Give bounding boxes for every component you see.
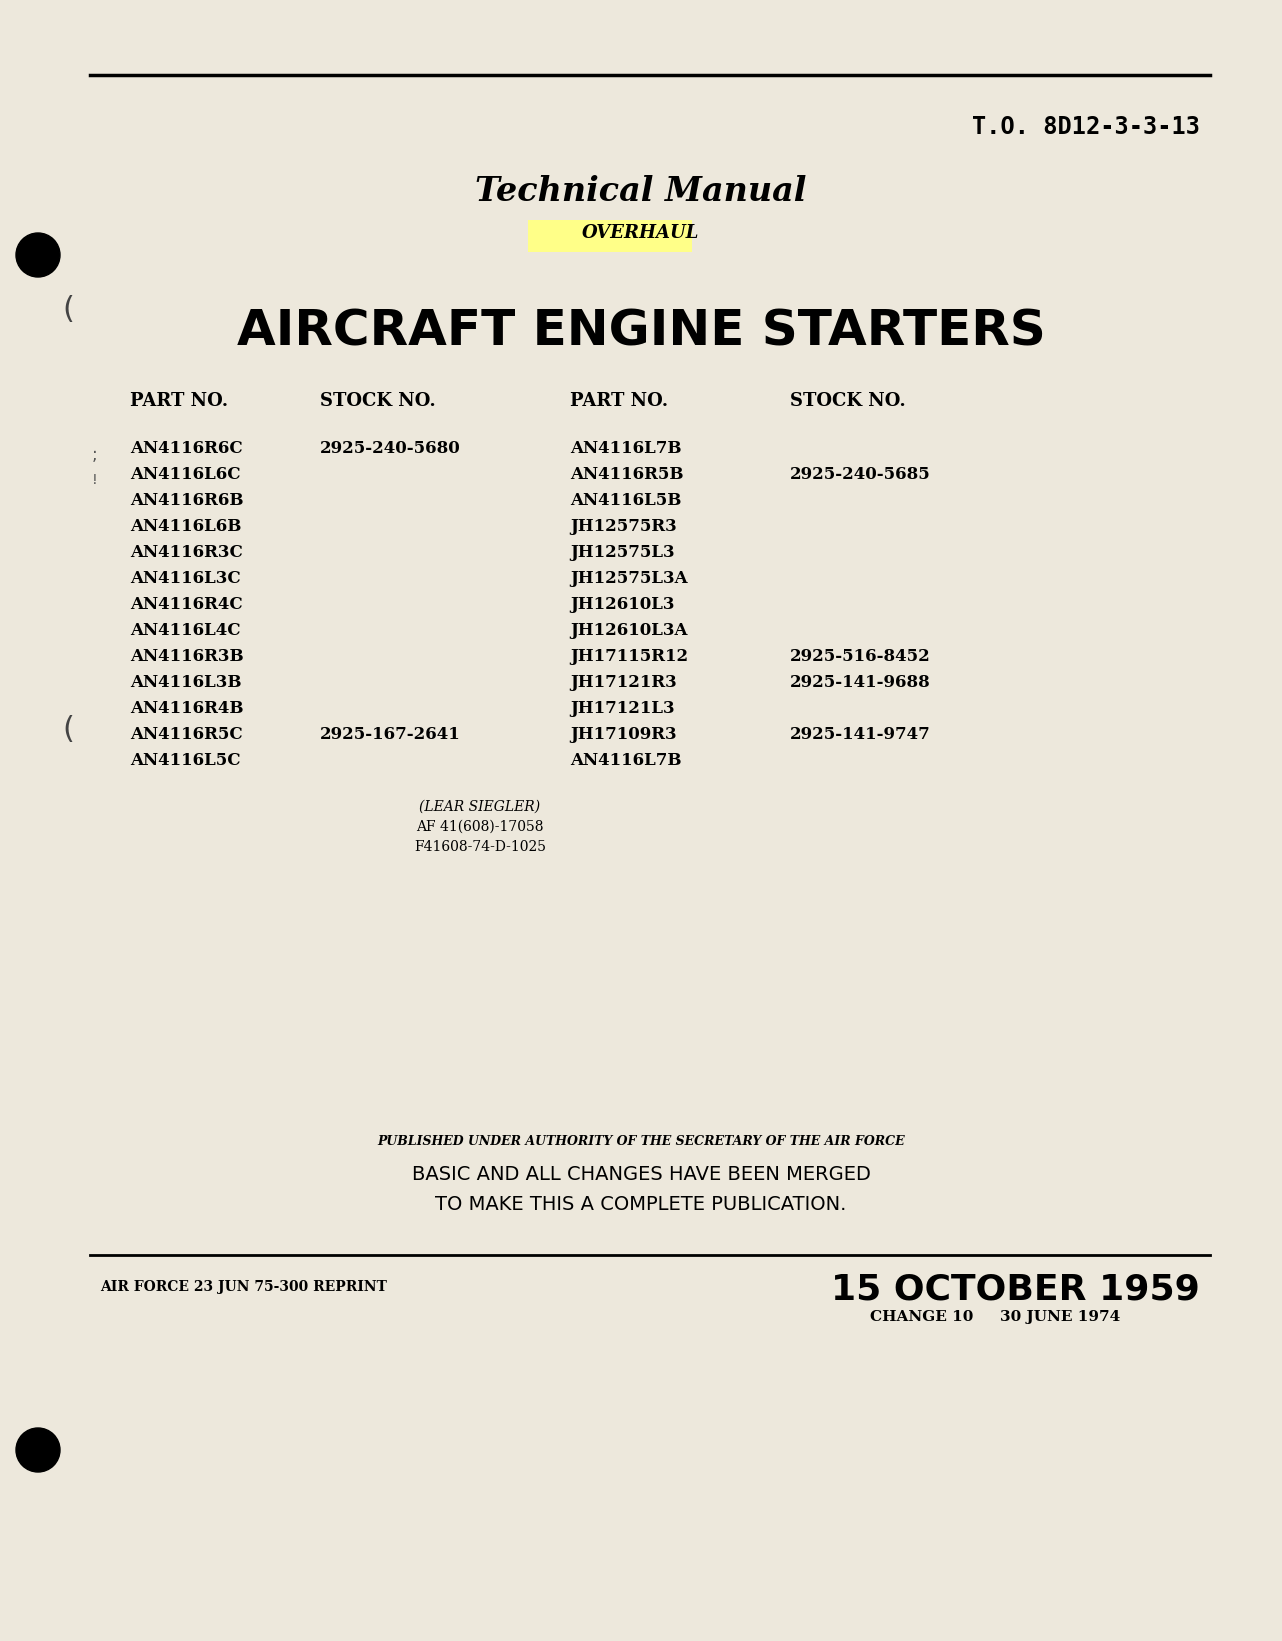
- Text: AN4116L7B: AN4116L7B: [570, 752, 682, 770]
- Text: 2925-141-9747: 2925-141-9747: [790, 725, 931, 743]
- Text: STOCK NO.: STOCK NO.: [790, 392, 906, 410]
- Text: 2925-240-5680: 2925-240-5680: [320, 440, 460, 456]
- Text: AN4116R5C: AN4116R5C: [129, 725, 242, 743]
- Text: 2925-516-8452: 2925-516-8452: [790, 648, 931, 665]
- Text: 15 OCTOBER 1959: 15 OCTOBER 1959: [831, 1272, 1200, 1306]
- Text: Technical Manual: Technical Manual: [476, 176, 806, 208]
- Text: AN4116R6C: AN4116R6C: [129, 440, 242, 456]
- Text: 2925-240-5685: 2925-240-5685: [790, 466, 931, 482]
- Text: AIRCRAFT ENGINE STARTERS: AIRCRAFT ENGINE STARTERS: [237, 309, 1045, 356]
- Text: 30 JUNE 1974: 30 JUNE 1974: [1000, 1310, 1120, 1324]
- Text: !: !: [92, 473, 97, 487]
- Text: CHANGE 10: CHANGE 10: [870, 1310, 973, 1324]
- Text: ;: ;: [92, 446, 97, 464]
- Text: (: (: [62, 295, 74, 325]
- Circle shape: [15, 1428, 60, 1472]
- Text: AN4116L3C: AN4116L3C: [129, 569, 241, 587]
- Text: BASIC AND ALL CHANGES HAVE BEEN MERGED: BASIC AND ALL CHANGES HAVE BEEN MERGED: [412, 1165, 870, 1185]
- Text: AN4116L6B: AN4116L6B: [129, 519, 241, 535]
- Text: AN4116R4B: AN4116R4B: [129, 701, 244, 717]
- Text: AF 41(608)-17058: AF 41(608)-17058: [417, 820, 544, 834]
- FancyBboxPatch shape: [528, 220, 692, 253]
- Text: TO MAKE THIS A COMPLETE PUBLICATION.: TO MAKE THIS A COMPLETE PUBLICATION.: [436, 1195, 846, 1214]
- Text: JH17109R3: JH17109R3: [570, 725, 677, 743]
- Text: AN4116R5B: AN4116R5B: [570, 466, 683, 482]
- Text: AN4116R6B: AN4116R6B: [129, 492, 244, 509]
- Text: PART NO.: PART NO.: [570, 392, 668, 410]
- Text: OVERHAUL: OVERHAUL: [582, 225, 700, 241]
- Text: PUBLISHED UNDER AUTHORITY OF THE SECRETARY OF THE AIR FORCE: PUBLISHED UNDER AUTHORITY OF THE SECRETA…: [377, 1136, 905, 1149]
- Text: JH12575L3A: JH12575L3A: [570, 569, 687, 587]
- Text: AN4116L7B: AN4116L7B: [570, 440, 682, 456]
- Text: JH17115R12: JH17115R12: [570, 648, 688, 665]
- Circle shape: [15, 233, 60, 277]
- Text: JH17121L3: JH17121L3: [570, 701, 674, 717]
- Text: JH17121R3: JH17121R3: [570, 674, 677, 691]
- Text: 2925-141-9688: 2925-141-9688: [790, 674, 931, 691]
- Text: JH12610L3: JH12610L3: [570, 596, 674, 614]
- Text: AN4116R4C: AN4116R4C: [129, 596, 242, 614]
- Text: AN4116R3C: AN4116R3C: [129, 545, 242, 561]
- Text: STOCK NO.: STOCK NO.: [320, 392, 436, 410]
- Text: PART NO.: PART NO.: [129, 392, 228, 410]
- Text: F41608-74-D-1025: F41608-74-D-1025: [414, 840, 546, 853]
- Text: AIR FORCE 23 JUN 75-300 REPRINT: AIR FORCE 23 JUN 75-300 REPRINT: [100, 1280, 387, 1295]
- Text: JH12575L3: JH12575L3: [570, 545, 674, 561]
- Text: AN4116R3B: AN4116R3B: [129, 648, 244, 665]
- Text: T.O. 8D12-3-3-13: T.O. 8D12-3-3-13: [972, 115, 1200, 139]
- Text: JH12575R3: JH12575R3: [570, 519, 677, 535]
- Text: 2925-167-2641: 2925-167-2641: [320, 725, 460, 743]
- Text: (: (: [62, 715, 74, 745]
- Text: (LEAR SIEGLER): (LEAR SIEGLER): [419, 801, 541, 814]
- Text: AN4116L6C: AN4116L6C: [129, 466, 241, 482]
- Text: AN4116L3B: AN4116L3B: [129, 674, 241, 691]
- Text: AN4116L4C: AN4116L4C: [129, 622, 241, 638]
- Text: AN4116L5C: AN4116L5C: [129, 752, 241, 770]
- Text: AN4116L5B: AN4116L5B: [570, 492, 681, 509]
- Text: JH12610L3A: JH12610L3A: [570, 622, 687, 638]
